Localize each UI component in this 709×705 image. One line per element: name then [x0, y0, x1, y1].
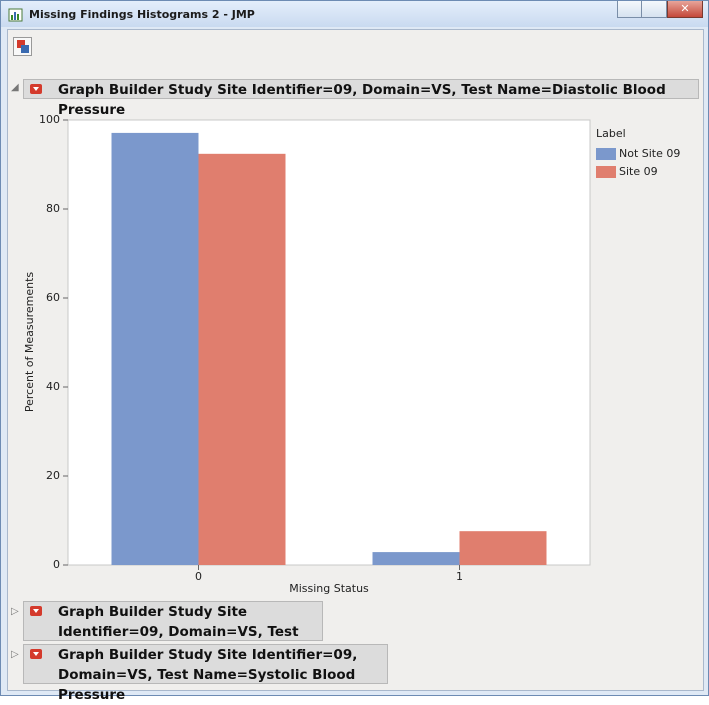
y-axis-label: Percent of Measurements: [23, 272, 36, 413]
y-tick-label: 40: [46, 380, 60, 393]
disclosure-icon[interactable]: ◢: [11, 82, 19, 93]
disclosure-icon[interactable]: ▷: [11, 649, 19, 660]
x-tick-label: 1: [456, 570, 463, 583]
y-tick-label: 20: [46, 469, 60, 482]
y-tick-label: 100: [39, 113, 60, 126]
legend-title: Label: [596, 127, 626, 140]
menu-icon[interactable]: [30, 649, 42, 659]
legend-label: Not Site 09: [619, 147, 680, 160]
menu-icon[interactable]: [30, 606, 42, 616]
section-title: Graph Builder Study Site Identifier=09, …: [58, 647, 358, 703]
x-tick-label: 0: [195, 570, 202, 583]
window-title: Missing Findings Histograms 2 - JMP: [29, 8, 255, 21]
y-tick-label: 80: [46, 202, 60, 215]
minimize-button[interactable]: [617, 1, 642, 18]
close-button[interactable]: ✕: [667, 1, 703, 18]
title-bar: Missing Findings Histograms 2 - JMP ✕: [1, 1, 708, 27]
bar: [372, 552, 460, 565]
legend-label: Site 09: [619, 165, 658, 178]
window-controls: ✕: [617, 1, 703, 19]
y-tick-label: 60: [46, 291, 60, 304]
app-icon: [8, 8, 23, 22]
menu-icon[interactable]: [30, 84, 42, 94]
section-header[interactable]: Graph Builder Study Site Identifier=09, …: [23, 644, 388, 703]
bar: [111, 132, 199, 565]
bar: [198, 153, 286, 565]
x-axis-label: Missing Status: [289, 582, 369, 595]
legend-swatch: [596, 148, 616, 160]
y-tick-label: 0: [53, 558, 60, 571]
maximize-button[interactable]: [642, 1, 667, 18]
section-title: Graph Builder Study Site Identifier=09, …: [58, 82, 666, 118]
disclosure-icon[interactable]: ▷: [11, 606, 19, 617]
toolbar-button[interactable]: [13, 37, 32, 56]
bar: [459, 531, 547, 565]
section-header[interactable]: Graph Builder Study Site Identifier=09, …: [23, 79, 699, 118]
legend-swatch: [596, 166, 616, 178]
